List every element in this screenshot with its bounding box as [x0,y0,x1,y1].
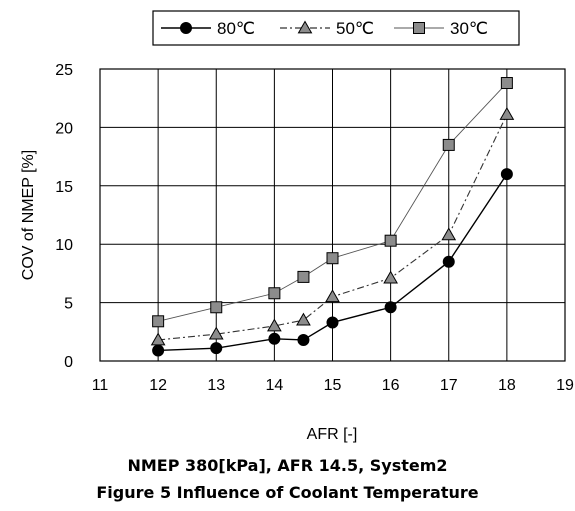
data-point [152,315,165,328]
data-point [325,289,340,303]
series-line [158,173,508,352]
y-tick-label: 25 [55,62,73,79]
data-point [500,168,513,181]
data-point [152,344,165,357]
y-axis-label: COV of NMEP [%] [20,150,37,280]
chart: 80℃ 50℃ 30℃ 11 12 13 14 15 16 17 18 19 0 5 10 15 20 25 A… [20,10,574,443]
data-point [500,77,513,90]
series-line [158,82,508,322]
series-2 [150,107,515,346]
x-tick-label: 16 [382,377,400,394]
x-tick-label: 14 [265,377,283,394]
legend-box [152,10,520,46]
data-point [499,107,515,120]
data-point [297,270,310,283]
figure-caption: Figure 5 Influence of Coolant Temperatur… [96,483,479,502]
data-point [297,333,310,346]
x-tick-label: 11 [92,377,109,394]
x-tick-label: 15 [324,377,342,394]
legend-label: 80℃ [217,19,255,38]
chart-subtitle: NMEP 380[kPa], AFR 14.5, System2 [127,456,448,475]
data-point [383,270,398,284]
legend-marker [297,20,313,34]
data-point [210,342,223,355]
data-point [296,312,311,326]
legend-marker [413,22,425,34]
x-tick-label: 19 [556,377,574,394]
legend-label: 50℃ [336,19,374,38]
series-1 [152,168,513,357]
data-point [268,287,281,300]
y-tick-label: 5 [64,296,73,313]
series-layer [150,77,515,357]
y-tick-label: 0 [64,354,73,371]
x-tick-label: 17 [440,377,458,394]
data-point [326,316,339,329]
data-point [208,326,224,340]
data-point [384,234,397,247]
data-point [384,301,397,314]
x-tick-label: 12 [149,377,167,394]
legend-label: 30℃ [450,19,488,38]
legend: 80℃ 50℃ 30℃ [152,10,520,46]
data-point [326,252,339,265]
x-tick-label: 18 [498,377,516,394]
data-point [268,332,281,345]
y-tick-label: 15 [55,179,73,196]
series-3 [152,77,513,328]
data-point [442,255,455,268]
series-line [158,114,508,341]
y-tick-label: 10 [55,237,73,254]
x-axis-label: AFR [-] [307,426,358,443]
data-point [442,138,455,151]
x-tick-label: 13 [207,377,225,394]
tick-labels: 11 12 13 14 15 16 17 18 19 0 5 10 15 20 25 [55,62,574,394]
legend-marker [180,22,192,34]
data-point [267,318,282,332]
data-point [441,227,457,241]
y-tick-label: 20 [55,120,73,137]
data-point [210,301,223,314]
data-point [150,332,166,346]
